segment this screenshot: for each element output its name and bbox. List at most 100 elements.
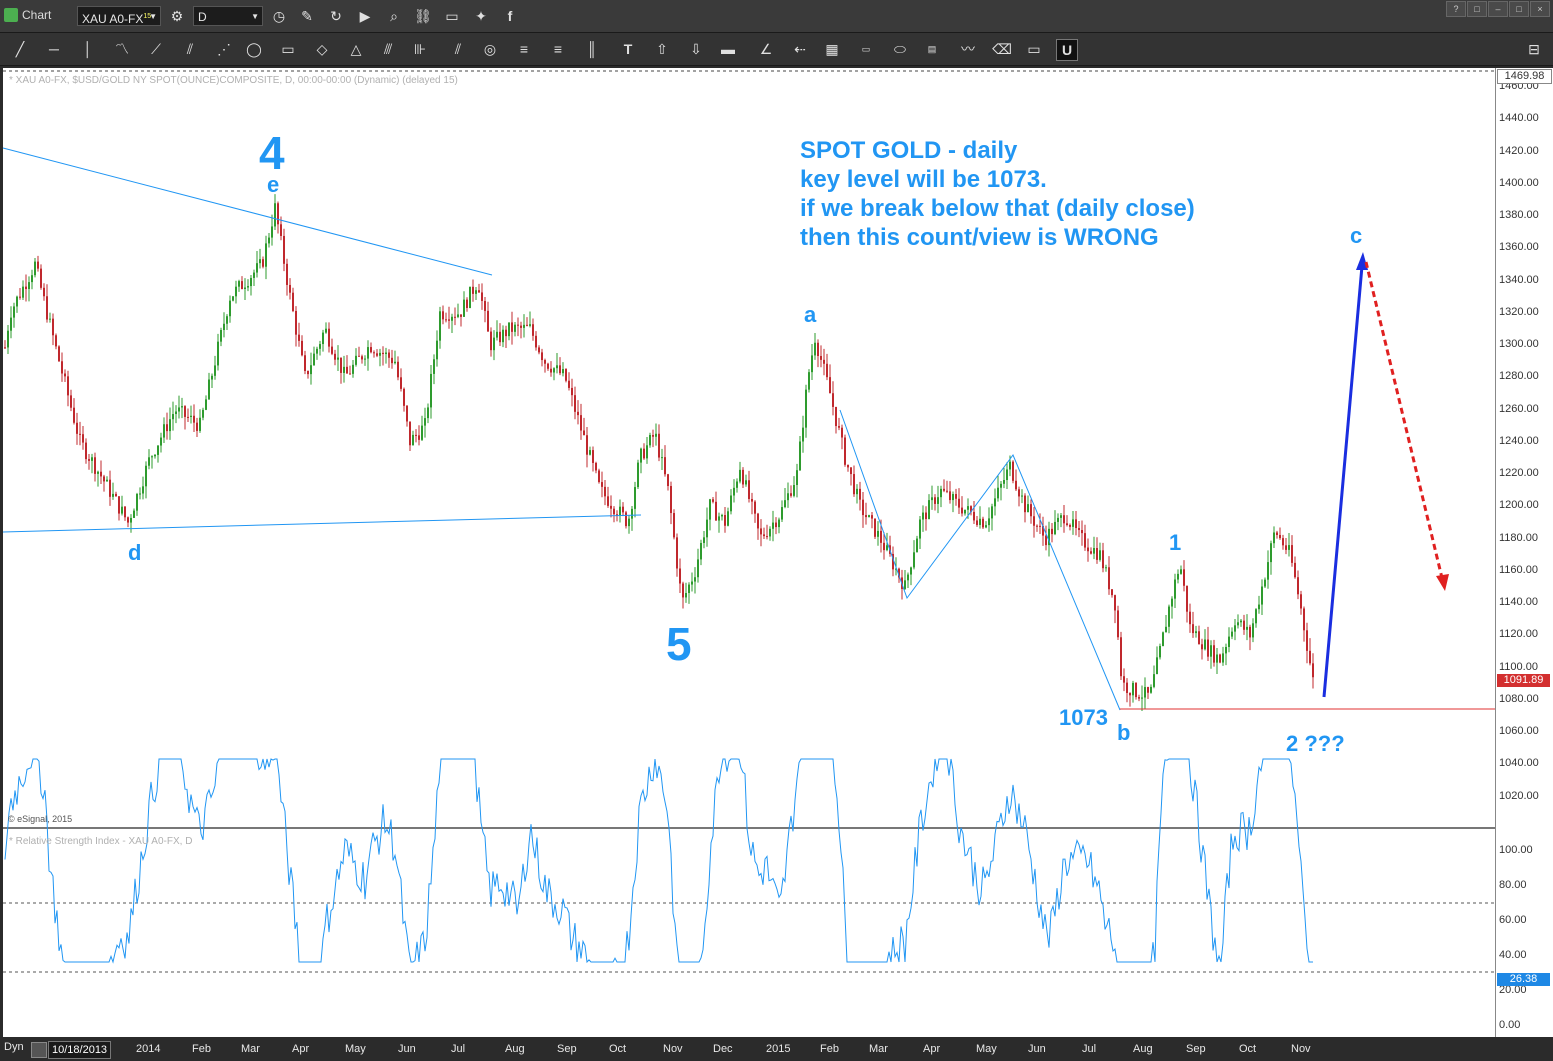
panel-toggle-icon[interactable]: ⊟ (1528, 41, 1540, 57)
candle-body (244, 287, 246, 289)
elliott-wave-tool-icon[interactable]: 〽 (115, 41, 129, 57)
candle-body (1258, 604, 1260, 610)
link-icon[interactable]: ⛓ (414, 8, 432, 24)
arrow-left-tool-icon[interactable]: ⇠ (794, 41, 806, 57)
candle-body (1042, 526, 1044, 536)
candle-body (1102, 550, 1104, 569)
candle-body (400, 377, 402, 389)
candle-body (1009, 461, 1011, 470)
block-tool-icon[interactable]: ▬ (721, 41, 735, 57)
pencil-icon[interactable]: ✎ (301, 8, 313, 24)
facebook-icon[interactable]: f (507, 8, 513, 24)
candle-body (313, 353, 315, 366)
annotation-text: SPOT GOLD - daily key level will be 1073… (800, 136, 1195, 252)
candle-body (202, 409, 204, 418)
pitchfork-tool-icon[interactable]: ⫻ (383, 41, 393, 57)
chevron-down-icon[interactable]: ▼ (149, 12, 157, 21)
settings-gear-icon[interactable]: ⚙ (170, 8, 184, 24)
candle-body (10, 317, 12, 331)
detach-button[interactable]: □ (1467, 1, 1487, 17)
moe-tool-icon[interactable]: ▭ (861, 44, 871, 54)
target-tool-icon[interactable]: ◎ (483, 41, 497, 57)
arrow-up-tool-icon[interactable]: ⇧ (656, 41, 668, 57)
candle-body (616, 514, 618, 516)
diamond-tool-icon[interactable]: ◇ (316, 41, 328, 57)
arrow-down-tool-icon[interactable]: ⇩ (690, 41, 702, 57)
gann-tool-icon[interactable]: ⋰ (217, 41, 231, 57)
scroll-button[interactable] (31, 1042, 47, 1058)
candle-body (115, 493, 117, 497)
wave-2-label: 2 ??? (1286, 731, 1345, 756)
eraser-tool-icon[interactable]: ⌫ (992, 41, 1012, 57)
candle-body (1090, 551, 1092, 554)
rectangle-tool-icon[interactable]: ▭ (281, 41, 295, 57)
candle-body (829, 377, 831, 394)
candle-body (1177, 573, 1179, 580)
candle-body (952, 494, 954, 501)
candle-body (1285, 545, 1287, 550)
y-tick-label: 1100.00 (1499, 660, 1538, 673)
twitter-icon[interactable]: ✦ (475, 8, 487, 24)
candle-body (1156, 657, 1158, 675)
ellipse-tool-icon[interactable]: ◯ (246, 41, 262, 57)
candle-body (607, 496, 609, 506)
clock-icon[interactable]: ◷ (272, 8, 286, 24)
fan-tool-icon[interactable]: ⟋ (151, 41, 161, 57)
candle-body (151, 456, 153, 458)
angle-tool-icon[interactable]: ∠ (759, 41, 773, 57)
candle-body (1303, 608, 1305, 631)
candle-body (268, 237, 270, 244)
lines-tool-icon[interactable]: ≡ (519, 41, 529, 57)
candle-body (703, 537, 705, 543)
rsi-y-tick-label: 60.00 (1499, 914, 1527, 926)
close-button[interactable]: × (1530, 1, 1550, 17)
cycle-tool-icon[interactable]: ⊪ (413, 41, 427, 57)
candle-body (865, 515, 867, 518)
columns-tool-icon[interactable]: ║ (587, 41, 597, 57)
candle-body (160, 437, 162, 446)
candle-body (91, 457, 93, 461)
help-button[interactable]: ? (1446, 1, 1466, 17)
pti-tool-icon[interactable]: ▤ (927, 44, 937, 54)
chat-tool-icon[interactable]: ▭ (1027, 41, 1041, 57)
candle-body (709, 499, 711, 520)
refresh-icon[interactable]: ↻ (330, 8, 342, 24)
candle-body (1201, 644, 1203, 650)
minimize-button[interactable]: – (1488, 1, 1508, 17)
fibonacci-tool-icon[interactable]: ⫽ (186, 41, 194, 57)
grid-tool-icon[interactable]: ▦ (825, 41, 839, 57)
horizontal-line-tool-icon[interactable]: ─ (49, 41, 59, 57)
candle-body (685, 592, 687, 598)
candle-body (1291, 545, 1293, 563)
bars-tool-icon[interactable]: ≡ (553, 41, 563, 57)
vertical-line-tool-icon[interactable]: │ (83, 41, 93, 57)
candle-body (1129, 692, 1131, 696)
candle-body (943, 488, 945, 491)
price-chart-pane[interactable] (3, 68, 1495, 828)
candle-body (997, 487, 999, 499)
candle-body (88, 459, 90, 461)
candle-body (1132, 682, 1134, 696)
candle-body (826, 363, 828, 378)
comment-icon[interactable]: ▭ (445, 8, 459, 24)
wave-tool-icon[interactable]: 〰 (961, 41, 975, 57)
interval-input[interactable]: D ▼ (193, 6, 263, 26)
rsi-pane[interactable] (3, 829, 1495, 1037)
wave-5-label: 5 (666, 618, 692, 670)
search-icon[interactable]: ⌕ (390, 8, 398, 24)
candle-body (1171, 598, 1173, 607)
channel-tool-icon[interactable]: ⫽ (454, 41, 462, 57)
magnet-icon[interactable]: U (1056, 39, 1078, 61)
oval-tool-icon[interactable]: ⬭ (894, 41, 906, 57)
text-tool-icon[interactable]: T (623, 41, 633, 57)
trendline-tool-icon[interactable]: ╱ (15, 41, 25, 57)
chevron-down-icon[interactable]: ▼ (251, 12, 259, 21)
annotation-line-2: key level will be 1073. (800, 166, 1047, 193)
play-icon[interactable]: ▶ (359, 8, 371, 24)
candle-body (724, 515, 726, 526)
y-axis[interactable] (1495, 68, 1553, 1037)
maximize-button[interactable]: □ (1509, 1, 1529, 17)
triangle-tool-icon[interactable]: △ (350, 41, 362, 57)
candle-body (364, 358, 366, 360)
symbol-input[interactable]: XAU A0-FX15 ▼ (77, 6, 161, 26)
